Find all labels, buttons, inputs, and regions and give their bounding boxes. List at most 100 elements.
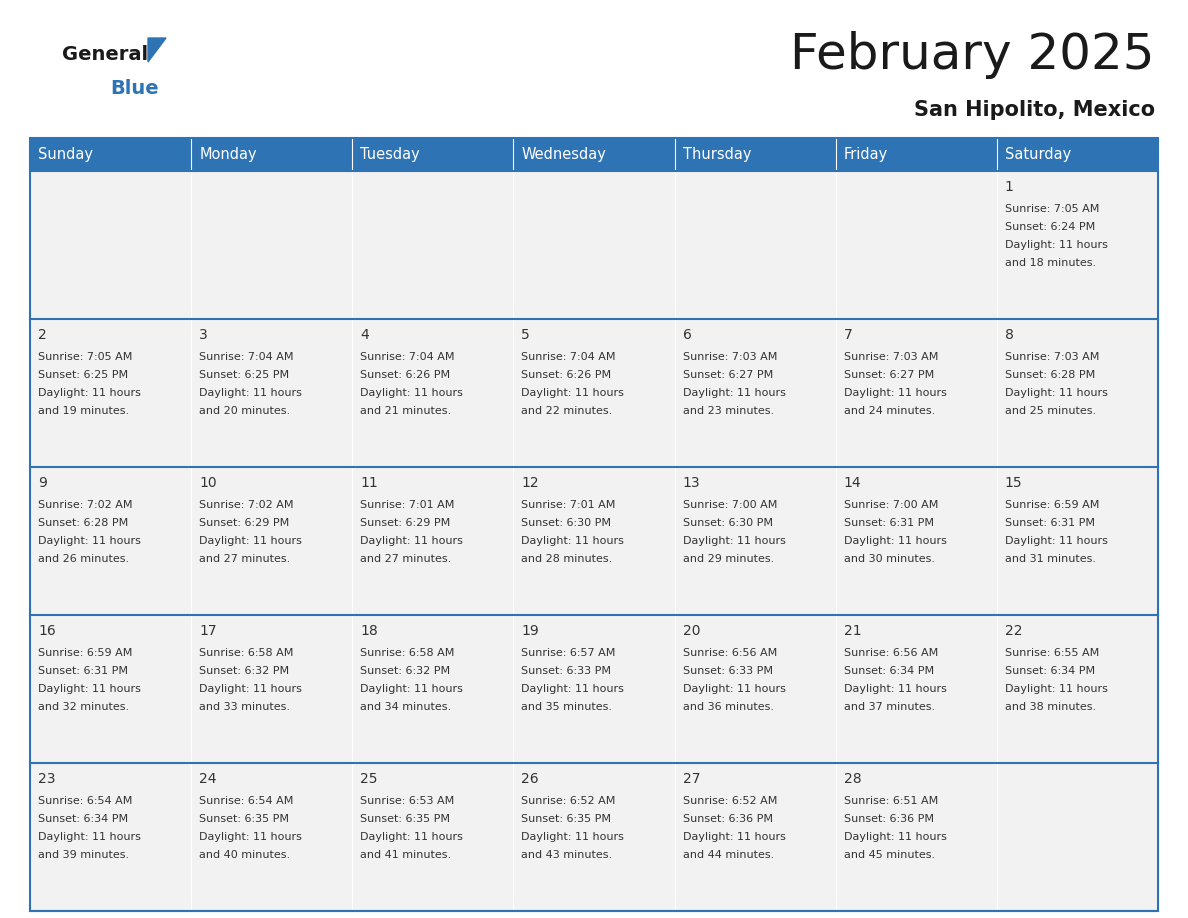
Bar [835, 763, 997, 911]
Bar [30, 171, 191, 319]
Text: and 21 minutes.: and 21 minutes. [360, 406, 451, 416]
Text: Daylight: 11 hours: Daylight: 11 hours [360, 832, 463, 842]
Text: 1: 1 [1005, 180, 1013, 194]
Text: Sunrise: 6:58 AM: Sunrise: 6:58 AM [360, 648, 455, 658]
Text: Sunrise: 7:03 AM: Sunrise: 7:03 AM [843, 352, 939, 362]
Text: Daylight: 11 hours: Daylight: 11 hours [360, 536, 463, 546]
Text: Sunset: 6:28 PM: Sunset: 6:28 PM [1005, 370, 1095, 380]
Text: 26: 26 [522, 772, 539, 786]
Text: 19: 19 [522, 624, 539, 638]
Text: Sunset: 6:25 PM: Sunset: 6:25 PM [200, 370, 289, 380]
Text: General: General [62, 46, 148, 64]
Bar [353, 138, 513, 171]
Text: Sunrise: 7:02 AM: Sunrise: 7:02 AM [38, 500, 133, 510]
Bar [30, 138, 191, 171]
Text: Sunrise: 7:00 AM: Sunrise: 7:00 AM [843, 500, 939, 510]
Bar [675, 171, 835, 319]
Bar [513, 615, 675, 763]
Text: and 30 minutes.: and 30 minutes. [843, 554, 935, 564]
Text: and 19 minutes.: and 19 minutes. [38, 406, 129, 416]
Bar [513, 763, 675, 911]
Text: Monday: Monday [200, 147, 257, 162]
Text: 16: 16 [38, 624, 56, 638]
Text: Daylight: 11 hours: Daylight: 11 hours [683, 684, 785, 694]
Text: 22: 22 [1005, 624, 1023, 638]
Text: Sunrise: 7:02 AM: Sunrise: 7:02 AM [200, 500, 293, 510]
Text: 27: 27 [683, 772, 700, 786]
Text: 17: 17 [200, 624, 216, 638]
Polygon shape [148, 38, 166, 62]
Text: Daylight: 11 hours: Daylight: 11 hours [522, 832, 625, 842]
Text: Sunset: 6:26 PM: Sunset: 6:26 PM [360, 370, 450, 380]
Text: Tuesday: Tuesday [360, 147, 421, 162]
Text: Sunrise: 6:58 AM: Sunrise: 6:58 AM [200, 648, 293, 658]
Bar [675, 319, 835, 467]
Bar [191, 171, 353, 319]
Text: Thursday: Thursday [683, 147, 751, 162]
Bar [30, 138, 1158, 911]
Bar [997, 171, 1158, 319]
Text: and 39 minutes.: and 39 minutes. [38, 850, 129, 860]
Text: Sunset: 6:31 PM: Sunset: 6:31 PM [843, 518, 934, 528]
Text: Wednesday: Wednesday [522, 147, 606, 162]
Text: Sunrise: 6:56 AM: Sunrise: 6:56 AM [683, 648, 777, 658]
Bar [997, 763, 1158, 911]
Text: Sunset: 6:28 PM: Sunset: 6:28 PM [38, 518, 128, 528]
Text: Sunday: Sunday [38, 147, 93, 162]
Text: 18: 18 [360, 624, 378, 638]
Text: and 32 minutes.: and 32 minutes. [38, 702, 129, 712]
Text: Sunset: 6:29 PM: Sunset: 6:29 PM [200, 518, 290, 528]
Text: 24: 24 [200, 772, 216, 786]
Text: 2: 2 [38, 328, 46, 342]
Text: Daylight: 11 hours: Daylight: 11 hours [1005, 536, 1107, 546]
Bar [30, 615, 191, 763]
Text: Daylight: 11 hours: Daylight: 11 hours [683, 832, 785, 842]
Text: Sunset: 6:29 PM: Sunset: 6:29 PM [360, 518, 450, 528]
Text: Daylight: 11 hours: Daylight: 11 hours [843, 684, 947, 694]
Text: Daylight: 11 hours: Daylight: 11 hours [1005, 684, 1107, 694]
Bar [353, 171, 513, 319]
Text: Sunset: 6:32 PM: Sunset: 6:32 PM [200, 666, 289, 676]
Text: Sunrise: 6:59 AM: Sunrise: 6:59 AM [1005, 500, 1099, 510]
Text: Daylight: 11 hours: Daylight: 11 hours [522, 388, 625, 398]
Text: Daylight: 11 hours: Daylight: 11 hours [683, 536, 785, 546]
Text: and 38 minutes.: and 38 minutes. [1005, 702, 1097, 712]
Text: and 29 minutes.: and 29 minutes. [683, 554, 773, 564]
Text: 9: 9 [38, 476, 46, 490]
Text: Sunrise: 6:56 AM: Sunrise: 6:56 AM [843, 648, 939, 658]
Text: and 43 minutes.: and 43 minutes. [522, 850, 613, 860]
Text: Daylight: 11 hours: Daylight: 11 hours [1005, 388, 1107, 398]
Text: Daylight: 11 hours: Daylight: 11 hours [522, 536, 625, 546]
Text: Sunset: 6:31 PM: Sunset: 6:31 PM [38, 666, 128, 676]
Bar [675, 615, 835, 763]
Text: Daylight: 11 hours: Daylight: 11 hours [38, 684, 141, 694]
Bar [30, 763, 191, 911]
Text: and 31 minutes.: and 31 minutes. [1005, 554, 1095, 564]
Text: Sunset: 6:32 PM: Sunset: 6:32 PM [360, 666, 450, 676]
Text: Sunset: 6:27 PM: Sunset: 6:27 PM [683, 370, 773, 380]
Text: Daylight: 11 hours: Daylight: 11 hours [200, 536, 302, 546]
Text: and 34 minutes.: and 34 minutes. [360, 702, 451, 712]
Text: Sunset: 6:25 PM: Sunset: 6:25 PM [38, 370, 128, 380]
Text: Sunrise: 7:04 AM: Sunrise: 7:04 AM [522, 352, 615, 362]
Bar [353, 319, 513, 467]
Text: Sunset: 6:35 PM: Sunset: 6:35 PM [360, 814, 450, 824]
Text: Sunrise: 6:57 AM: Sunrise: 6:57 AM [522, 648, 615, 658]
Text: 23: 23 [38, 772, 56, 786]
Text: Sunset: 6:31 PM: Sunset: 6:31 PM [1005, 518, 1095, 528]
Text: Sunset: 6:30 PM: Sunset: 6:30 PM [683, 518, 772, 528]
Text: Sunrise: 6:54 AM: Sunrise: 6:54 AM [38, 796, 132, 806]
Text: February 2025: February 2025 [790, 31, 1155, 79]
Text: 14: 14 [843, 476, 861, 490]
Text: Daylight: 11 hours: Daylight: 11 hours [200, 684, 302, 694]
Bar [997, 319, 1158, 467]
Bar [835, 319, 997, 467]
Text: Friday: Friday [843, 147, 887, 162]
Text: Sunset: 6:33 PM: Sunset: 6:33 PM [522, 666, 612, 676]
Text: Saturday: Saturday [1005, 147, 1072, 162]
Text: Sunrise: 7:03 AM: Sunrise: 7:03 AM [683, 352, 777, 362]
Text: Sunset: 6:36 PM: Sunset: 6:36 PM [843, 814, 934, 824]
Bar [30, 467, 191, 615]
Text: 3: 3 [200, 328, 208, 342]
Text: Daylight: 11 hours: Daylight: 11 hours [360, 388, 463, 398]
